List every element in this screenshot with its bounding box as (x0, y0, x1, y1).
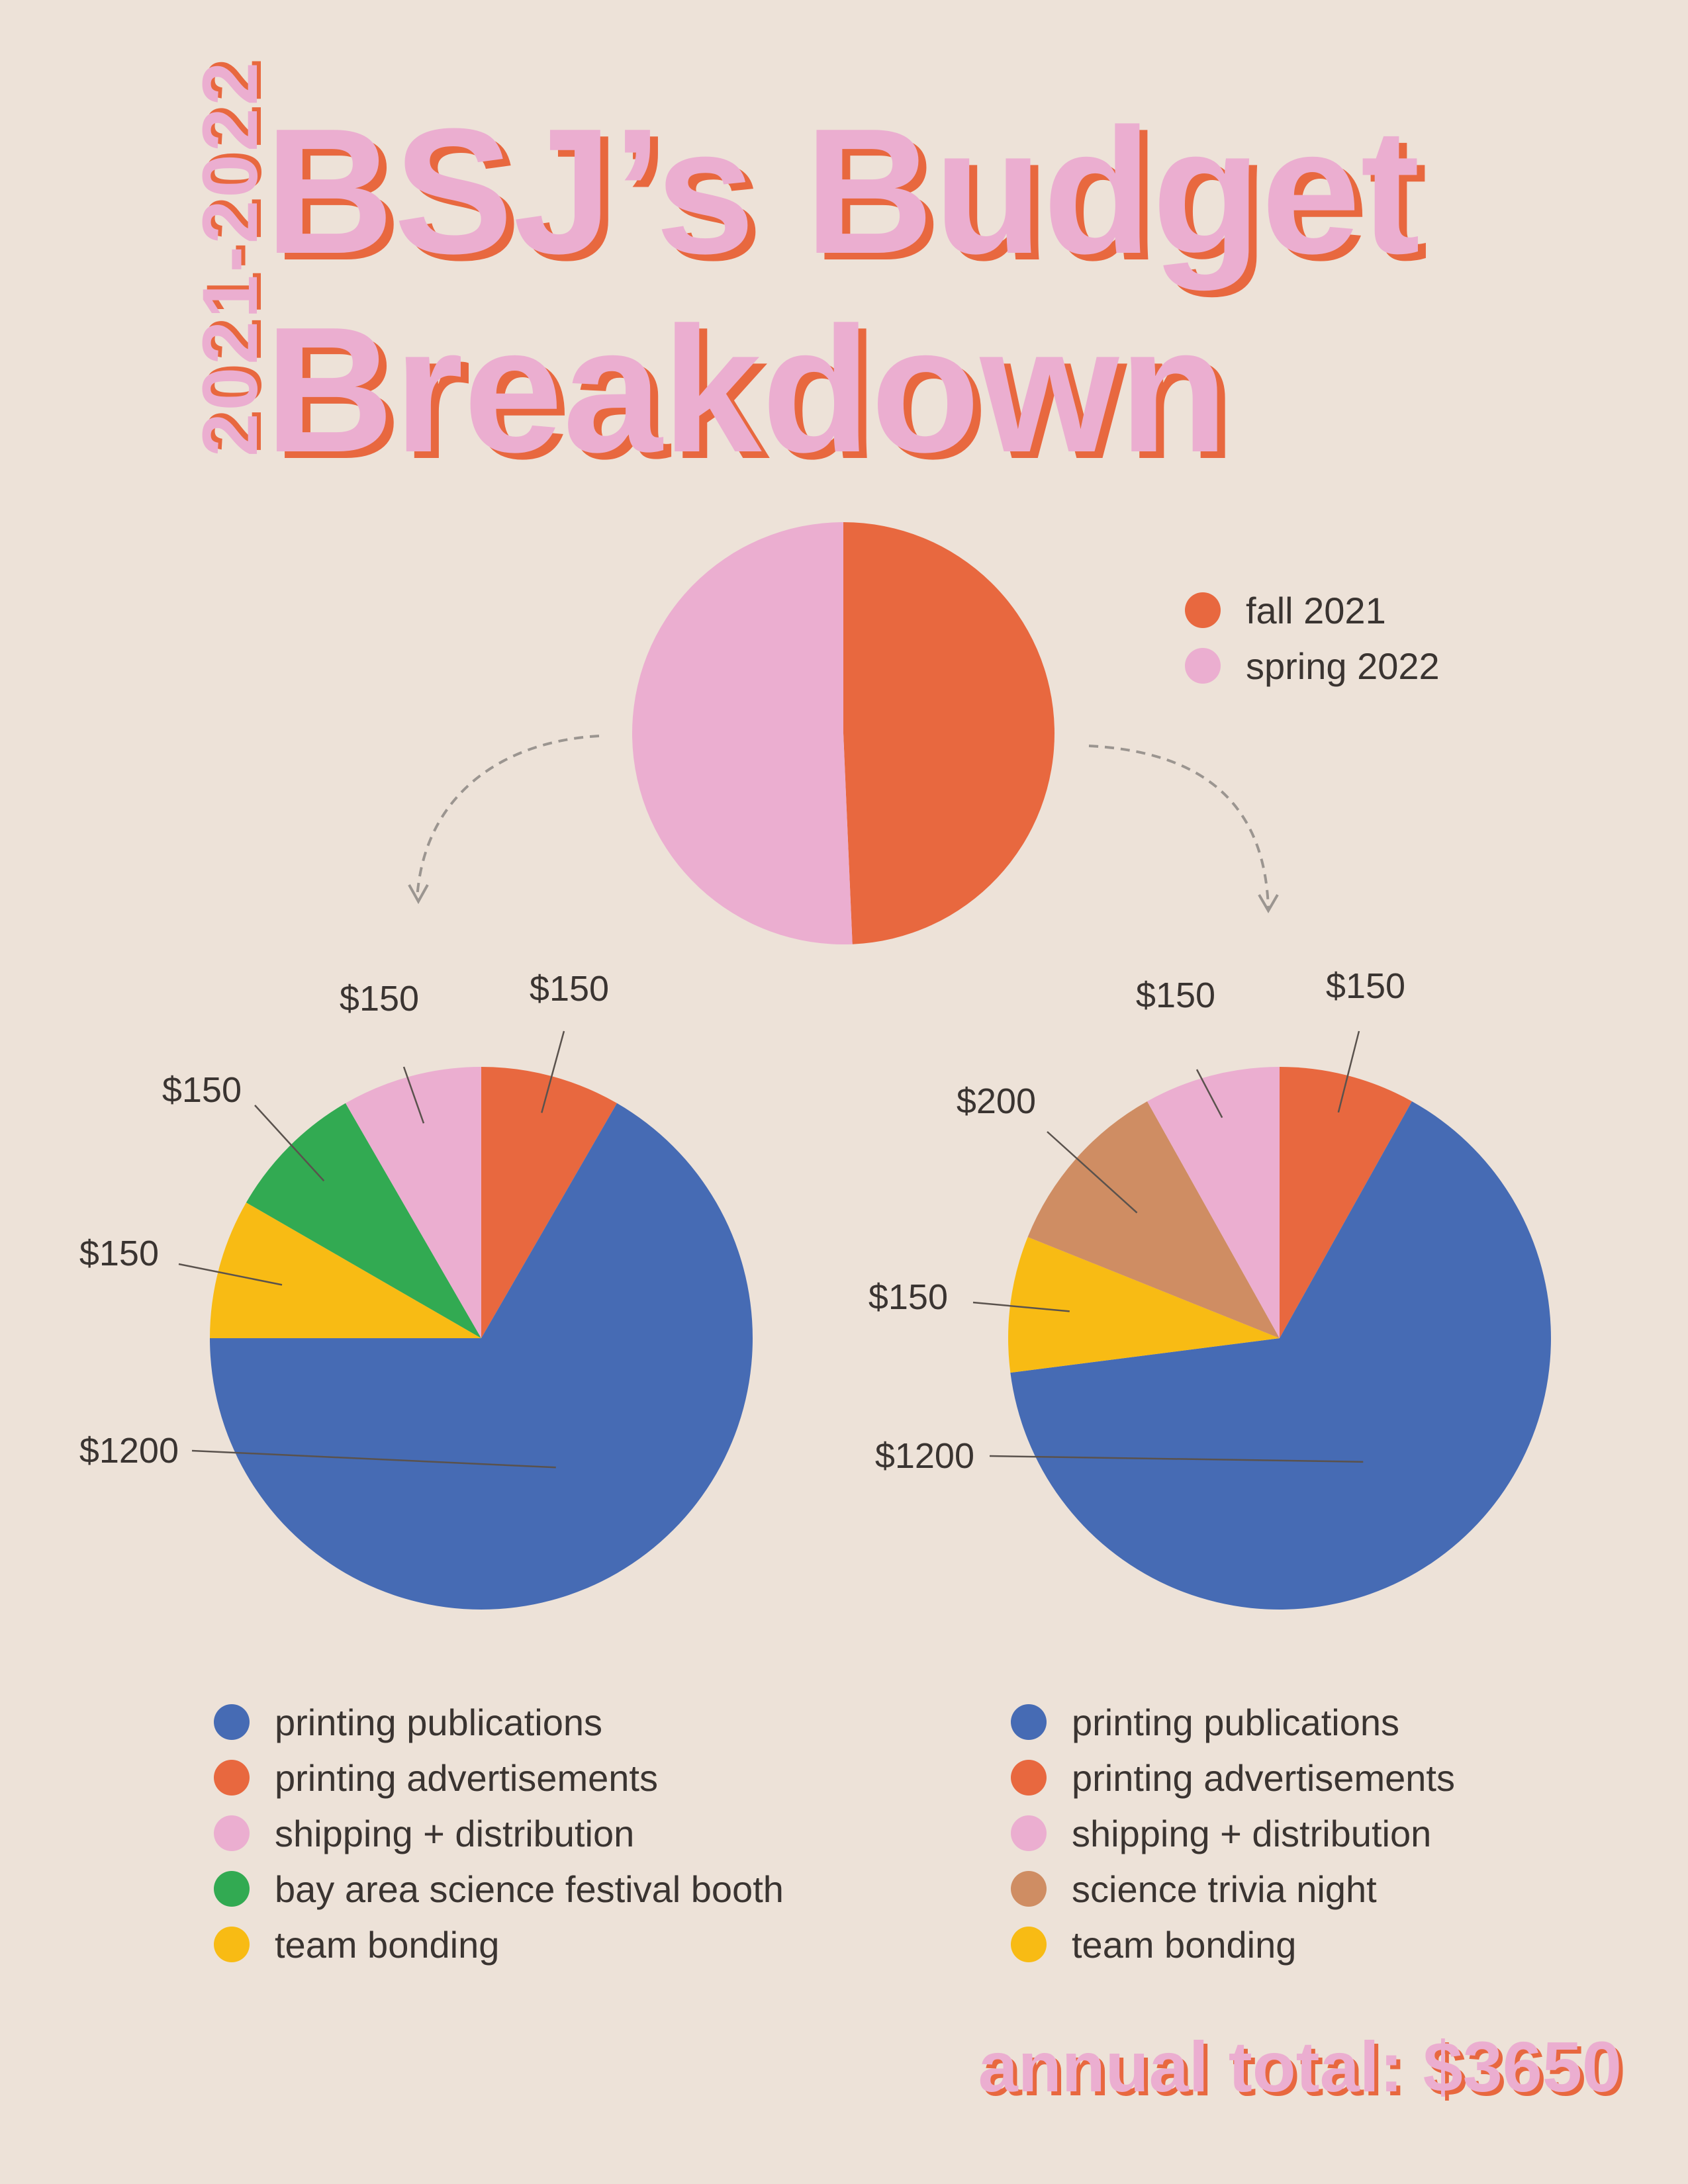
legend-item: team bonding (214, 1917, 784, 1972)
leader-line (541, 1030, 565, 1113)
shipping-distribution-dot (214, 1815, 250, 1851)
printing-advertisements-dot (1011, 1760, 1047, 1796)
arrow-head-spring (1258, 893, 1279, 913)
pie-slice-bay-area-science-festival-booth (246, 1103, 481, 1338)
legend-label: printing publications (1072, 1701, 1399, 1743)
legend-item: shipping + distribution (1011, 1805, 1455, 1861)
legend-item: team bonding (1011, 1917, 1455, 1972)
legend-spring: printing publications printing advertise… (1011, 1694, 1455, 1972)
legend-item-spring: spring 2022 (1185, 638, 1440, 694)
value-label: $200 (957, 1081, 1036, 1121)
legend-label: shipping + distribution (1072, 1812, 1432, 1854)
value-label: $1200 (875, 1436, 974, 1476)
legend-label: fall 2021 (1246, 589, 1386, 631)
legend-label: science trivia night (1072, 1868, 1377, 1910)
legend-item: bay area science festival booth (214, 1861, 784, 1917)
leader-line (254, 1105, 325, 1182)
pie-chart-overall (632, 522, 1055, 945)
legend-label: printing advertisements (1072, 1756, 1455, 1799)
legend-item: printing advertisements (214, 1750, 784, 1805)
legend-label: team bonding (1072, 1923, 1297, 1966)
pie-slice-spring-2022 (632, 522, 853, 945)
trivia-night-dot (1011, 1871, 1047, 1907)
leader-line (989, 1455, 1364, 1463)
leader-line (972, 1301, 1070, 1312)
title-line-1: BSJ’s Budget (265, 92, 1421, 291)
leader-line (1047, 1131, 1138, 1214)
legend-item-fall: fall 2021 (1185, 582, 1440, 638)
shipping-distribution-dot (1011, 1815, 1047, 1851)
legend-item: printing advertisements (1011, 1750, 1455, 1805)
pie-slice-printing-publications (210, 1103, 753, 1610)
pie-slice-team-bonding (210, 1203, 481, 1338)
leader-line (1196, 1069, 1223, 1118)
value-label: $1200 (79, 1431, 179, 1471)
pie-slice-shipping-distribution (1147, 1067, 1280, 1338)
pie-slice-science-trivia-night (1027, 1101, 1280, 1338)
legend-label: spring 2022 (1246, 645, 1440, 687)
pie-slice-team-bonding (1008, 1237, 1280, 1373)
legend-label: printing publications (275, 1701, 602, 1743)
pie-slice-fall-2021 (843, 522, 1055, 944)
legend-overall: fall 2021 spring 2022 (1185, 582, 1440, 694)
legend-item: shipping + distribution (214, 1805, 784, 1861)
legend-item: science trivia night (1011, 1861, 1455, 1917)
pie-chart-fall: $150 $1200 $150 $150 $150 (79, 969, 753, 1610)
arrow-to-spring (1088, 745, 1270, 909)
team-bonding-dot (214, 1927, 250, 1962)
team-bonding-dot (1011, 1927, 1047, 1962)
festival-booth-dot (214, 1871, 250, 1907)
printing-advertisements-dot (214, 1760, 250, 1796)
leader-line (191, 1449, 556, 1469)
pie-slice-printing-advertisements (481, 1067, 617, 1338)
page-title: BSJ’s Budget Breakdown (265, 93, 1420, 490)
printing-publications-dot (1011, 1704, 1047, 1740)
leader-line (402, 1066, 425, 1124)
value-label: $150 (868, 1277, 948, 1317)
legend-label: team bonding (275, 1923, 500, 1966)
legend-item: printing publications (1011, 1694, 1455, 1750)
value-label: $150 (340, 979, 419, 1019)
value-label: $150 (162, 1070, 242, 1110)
legend-fall: printing publications printing advertise… (214, 1694, 784, 1972)
legend-item: printing publications (214, 1694, 784, 1750)
value-label: $150 (1136, 976, 1215, 1015)
pie-slice-shipping-distribution (346, 1067, 481, 1338)
value-label: $150 (1326, 966, 1405, 1006)
value-label: $150 (530, 969, 609, 1009)
pie-slice-printing-advertisements (1280, 1067, 1412, 1338)
annual-total: annual total: $3650 (978, 2026, 1622, 2107)
value-label: $150 (79, 1234, 159, 1273)
leader-line (1337, 1030, 1360, 1113)
title-line-2: Breakdown (265, 291, 1229, 490)
arrow-head-fall (408, 884, 429, 905)
pie-chart-spring: $150 $1200 $150 $200 $150 (868, 966, 1551, 1610)
legend-label: shipping + distribution (275, 1812, 635, 1854)
printing-publications-dot (214, 1704, 250, 1740)
fall-color-dot (1185, 592, 1221, 628)
leader-line (178, 1263, 283, 1286)
legend-label: bay area science festival booth (275, 1868, 784, 1910)
pie-slice-printing-publications (1010, 1101, 1551, 1610)
legend-label: printing advertisements (275, 1756, 658, 1799)
arrow-to-fall (416, 735, 600, 899)
spring-color-dot (1185, 648, 1221, 684)
